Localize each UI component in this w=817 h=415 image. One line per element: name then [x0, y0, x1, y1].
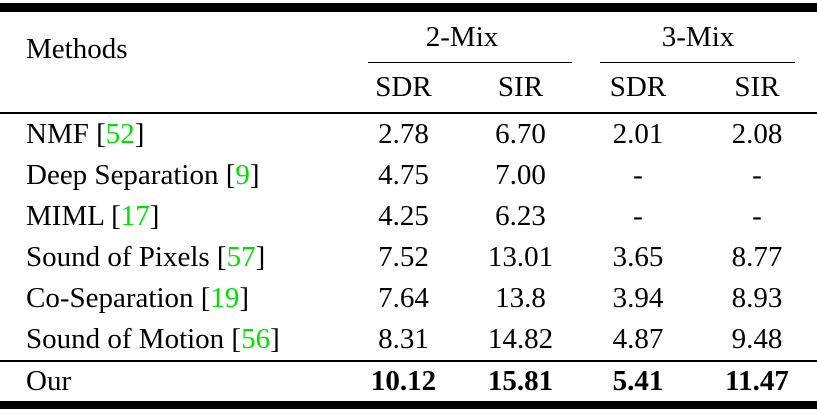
- method-label-close: ]: [239, 282, 250, 314]
- method-label-close: ]: [134, 118, 145, 150]
- method-cell: Deep Separation [9]: [0, 155, 345, 196]
- subheader-sdr-3mix: SDR: [609, 71, 667, 103]
- table-row: Sound of Motion [56] 8.31 14.82 4.87 9.4…: [0, 319, 817, 360]
- subheader-sir-2mix: SIR: [497, 71, 544, 103]
- citation-link[interactable]: 17: [120, 200, 150, 232]
- method-cell: Sound of Pixels [57]: [0, 237, 345, 278]
- citation-link[interactable]: 52: [105, 118, 135, 150]
- table-body: NMF [52] 2.78 6.70 2.01 2.08 Deep Separa…: [0, 114, 817, 360]
- value-cell: 6.23: [495, 200, 546, 232]
- value-cell: 2.78: [378, 118, 429, 150]
- method-label: Co-Separation [: [26, 282, 211, 314]
- methods-header-label: Methods: [26, 32, 128, 65]
- method-label: Sound of Motion [: [26, 323, 242, 355]
- value-cell: 2.08: [731, 118, 783, 150]
- method-label-close: ]: [149, 200, 160, 232]
- method-cell: MIML [17]: [0, 196, 345, 237]
- method-label-close: ]: [270, 323, 280, 355]
- method-label-close: ]: [255, 241, 266, 273]
- value-cell: 13.8: [495, 282, 546, 314]
- methods-header-cell: Methods: [0, 0, 345, 99]
- our-results-row: Our 10.12 15.81 5.41 11.47: [0, 362, 817, 401]
- citation-link[interactable]: 56: [241, 323, 271, 355]
- group-header-2mix: 2-Mix: [345, 12, 579, 63]
- top-rule: [0, 3, 817, 12]
- value-cell: 2.01: [612, 118, 664, 150]
- cmidrule-3mix: [600, 61, 795, 63]
- value-cell: 11.47: [725, 365, 789, 397]
- method-label: Sound of Pixels [: [26, 241, 227, 273]
- value-cell: -: [633, 159, 643, 191]
- header-rule: [0, 112, 817, 114]
- citation-link[interactable]: 9: [235, 159, 250, 191]
- value-cell: 10.12: [370, 365, 437, 397]
- method-cell: Co-Separation [19]: [0, 278, 345, 319]
- value-cell: 8.93: [731, 282, 783, 314]
- value-cell: 15.81: [487, 365, 554, 397]
- value-cell: 4.75: [378, 159, 429, 191]
- value-cell: 6.70: [495, 118, 546, 150]
- method-label: MIML [: [26, 200, 121, 232]
- value-cell: 7.00: [495, 159, 546, 191]
- method-label-close: ]: [249, 159, 260, 191]
- value-cell: 7.52: [378, 241, 429, 273]
- method-label: NMF [: [26, 118, 106, 150]
- method-cell: Our: [0, 362, 345, 401]
- table-row: Sound of Pixels [57] 7.52 13.01 3.65 8.7…: [0, 237, 817, 278]
- table-row: Deep Separation [9] 4.75 7.00 - -: [0, 155, 817, 196]
- group-3mix-label: 3-Mix: [661, 21, 735, 53]
- value-cell: 13.01: [487, 241, 554, 273]
- subheader-sdr-2mix: SDR: [375, 71, 432, 103]
- method-label: Our: [26, 365, 72, 397]
- value-cell: 5.41: [612, 365, 664, 397]
- method-label: Deep Separation [: [26, 159, 236, 191]
- method-cell: NMF [52]: [0, 114, 345, 155]
- value-cell: 7.64: [378, 282, 429, 314]
- value-cell: 14.82: [487, 323, 554, 355]
- method-cell: Sound of Motion [56]: [0, 319, 345, 360]
- table-row: MIML [17] 4.25 6.23 - -: [0, 196, 817, 237]
- group-header-3mix: 3-Mix: [579, 12, 817, 63]
- value-cell: -: [752, 159, 762, 191]
- value-cell: 3.65: [612, 241, 664, 273]
- bottom-rule: [0, 401, 817, 409]
- value-cell: 4.25: [378, 200, 429, 232]
- table-header: Methods 2-Mix 3-Mix SDR SIR SDR SIR: [0, 12, 817, 112]
- group-2mix-label: 2-Mix: [425, 21, 499, 53]
- value-cell: 8.77: [731, 241, 783, 273]
- table-row: NMF [52] 2.78 6.70 2.01 2.08: [0, 114, 817, 155]
- pre-our-rule: [0, 360, 817, 362]
- value-cell: 4.87: [612, 323, 664, 355]
- citation-link[interactable]: 57: [226, 241, 256, 273]
- value-cell: 8.31: [378, 323, 429, 355]
- value-cell: 3.94: [612, 282, 664, 314]
- subheader-sir-3mix: SIR: [734, 71, 780, 103]
- value-cell: 9.48: [731, 323, 783, 355]
- citation-link[interactable]: 19: [210, 282, 240, 314]
- cmidrule-2mix: [368, 61, 572, 63]
- value-cell: -: [752, 200, 762, 232]
- value-cell: -: [633, 200, 643, 232]
- table-row: Co-Separation [19] 7.64 13.8 3.94 8.93: [0, 278, 817, 319]
